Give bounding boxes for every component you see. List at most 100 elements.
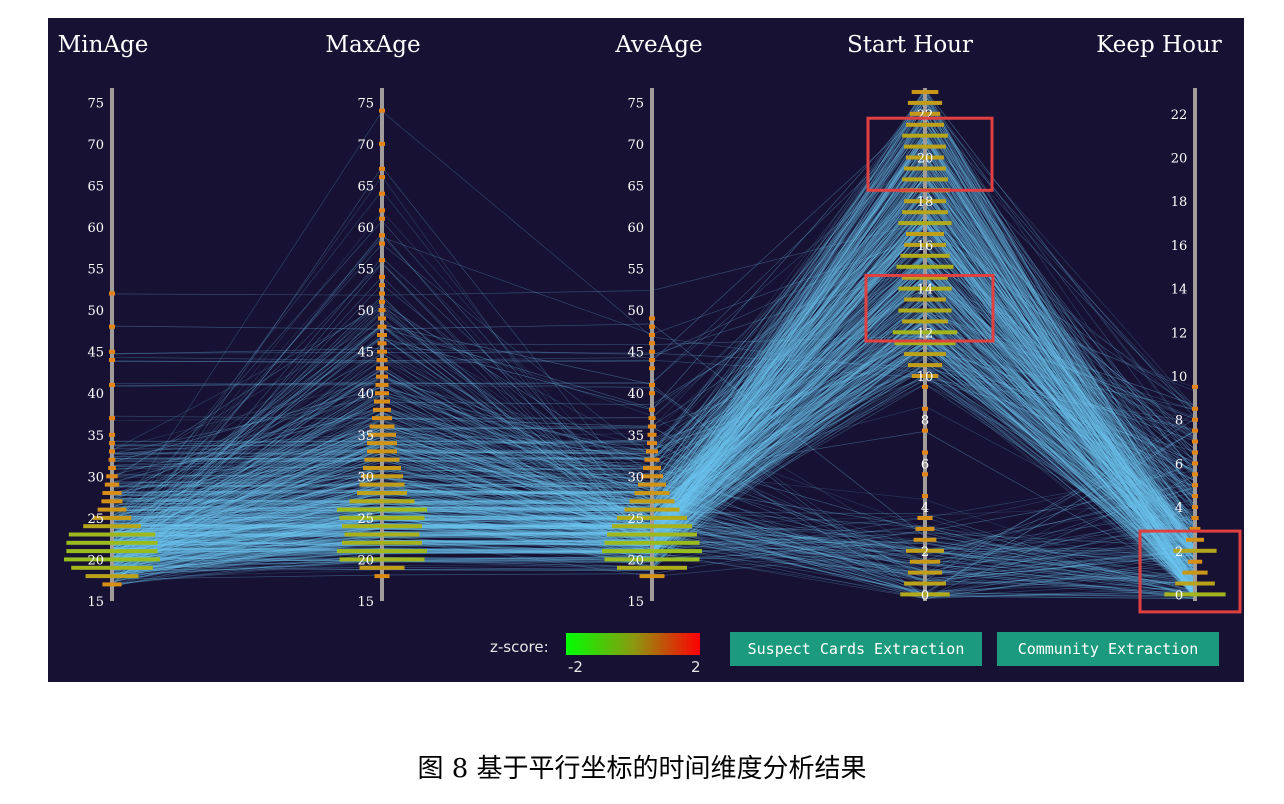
histogram-bar — [1189, 526, 1201, 531]
histogram-bar — [647, 432, 657, 437]
histogram-bar — [641, 474, 663, 479]
histogram-bar — [364, 457, 400, 462]
histogram-bar — [922, 428, 928, 433]
histogram-bar — [902, 133, 948, 138]
suspect-cards-extraction-button[interactable]: Suspect Cards Extraction — [730, 632, 982, 666]
histogram-bar — [375, 382, 389, 387]
histogram-bar — [368, 432, 396, 437]
histogram-bar — [1192, 472, 1198, 477]
histogram-bar — [649, 407, 655, 412]
tick-label: 65 — [627, 179, 644, 194]
histogram-bar — [900, 592, 950, 597]
tick-label: 65 — [357, 179, 374, 194]
tick-label: 70 — [87, 138, 104, 153]
histogram-bar — [638, 482, 666, 487]
histogram-bar — [904, 297, 946, 302]
histogram-bar — [109, 349, 115, 354]
tick-label: 35 — [627, 429, 644, 444]
histogram-bar — [909, 559, 941, 564]
histogram-bar — [109, 449, 115, 454]
histogram-bar — [922, 406, 928, 411]
histogram-bar — [1192, 439, 1198, 444]
tick-label: 14 — [1171, 283, 1188, 298]
histogram-bar — [375, 391, 389, 396]
histogram-bar — [361, 474, 403, 479]
histogram-bar — [902, 275, 948, 280]
histogram-bar — [607, 532, 697, 537]
tick-label: 20 — [917, 152, 934, 167]
highlight-box — [866, 116, 994, 192]
histogram-bar — [649, 349, 655, 354]
histogram-bar — [902, 177, 948, 182]
histogram-bar — [71, 565, 153, 570]
histogram-bar — [911, 90, 939, 94]
histogram-bar — [376, 366, 388, 371]
histogram-bar — [898, 308, 952, 313]
histogram-bar — [377, 341, 387, 346]
histogram-bar — [1191, 516, 1199, 520]
histogram-bar — [1192, 483, 1198, 488]
histogram-bar — [649, 358, 655, 362]
histogram-bar — [378, 316, 386, 321]
histogram-bar — [66, 549, 158, 554]
highlight-box-layer — [864, 116, 1242, 614]
tick-label: 55 — [87, 263, 104, 278]
polyline-layer — [111, 87, 1196, 600]
tick-label: 60 — [87, 221, 104, 236]
highlight-box — [1138, 529, 1242, 614]
tick-label: 55 — [357, 263, 374, 278]
histogram-bar — [359, 482, 405, 487]
histogram-bar — [634, 491, 670, 495]
zscore-max-label: 2 — [691, 658, 701, 676]
tick-label: 30 — [627, 470, 644, 485]
histogram-bar — [647, 441, 657, 446]
tick-label: 10 — [917, 370, 934, 385]
tick-label: 75 — [627, 96, 644, 111]
histogram-bar — [649, 324, 655, 329]
tick-label: 55 — [627, 263, 644, 278]
histogram-bar — [344, 532, 420, 537]
parallel-coordinates-panel: 15 20 25 30 35 40 45 50 55 60 65 70 75 15 20 25 30 35 40 45… — [48, 18, 1244, 682]
histogram-bar — [904, 581, 946, 586]
histogram-bar — [1186, 537, 1204, 542]
tick-label: 15 — [357, 595, 374, 610]
histogram-bar — [907, 363, 943, 368]
histogram-bar — [108, 466, 116, 470]
histogram-bar — [907, 570, 943, 575]
histogram-bar — [1192, 505, 1198, 510]
histogram-bar — [367, 449, 397, 454]
histogram-bar — [644, 457, 660, 462]
histogram-bar — [379, 191, 385, 196]
histogram-bar — [1175, 581, 1215, 586]
histogram-bar — [379, 166, 385, 171]
histogram-bar — [379, 291, 385, 296]
histogram-bar — [377, 349, 387, 354]
histogram-bar — [649, 366, 655, 371]
histogram-bar — [379, 233, 385, 238]
parallel-coordinates-chart: 1520253035404550556065707515202530354045… — [64, 87, 1242, 614]
histogram-bar — [85, 574, 139, 579]
histogram-bar — [648, 424, 656, 429]
tick-label: 10 — [1171, 370, 1188, 385]
histogram-bar — [602, 549, 702, 554]
histogram-bar — [913, 537, 937, 542]
tick-label: 16 — [1171, 239, 1188, 254]
tick-label: 70 — [627, 138, 644, 153]
histogram-bar — [339, 557, 425, 562]
histogram-bar — [907, 100, 943, 105]
histogram-bar — [1173, 548, 1217, 553]
tick-label: 35 — [357, 429, 374, 444]
histogram-bar — [612, 524, 692, 529]
histogram-bar — [639, 574, 665, 579]
histogram-bar — [1187, 559, 1203, 564]
tick-label: 18 — [917, 195, 934, 210]
tick-label: 6 — [1175, 457, 1183, 472]
histogram-bar — [378, 308, 386, 313]
histogram-bar — [1164, 592, 1226, 597]
histogram-bar — [1182, 570, 1208, 575]
tick-label: 20 — [87, 553, 104, 568]
histogram-bar — [108, 457, 116, 462]
community-extraction-button[interactable]: Community Extraction — [997, 632, 1219, 666]
histogram-bar — [374, 574, 390, 579]
histogram-bar — [646, 449, 658, 454]
